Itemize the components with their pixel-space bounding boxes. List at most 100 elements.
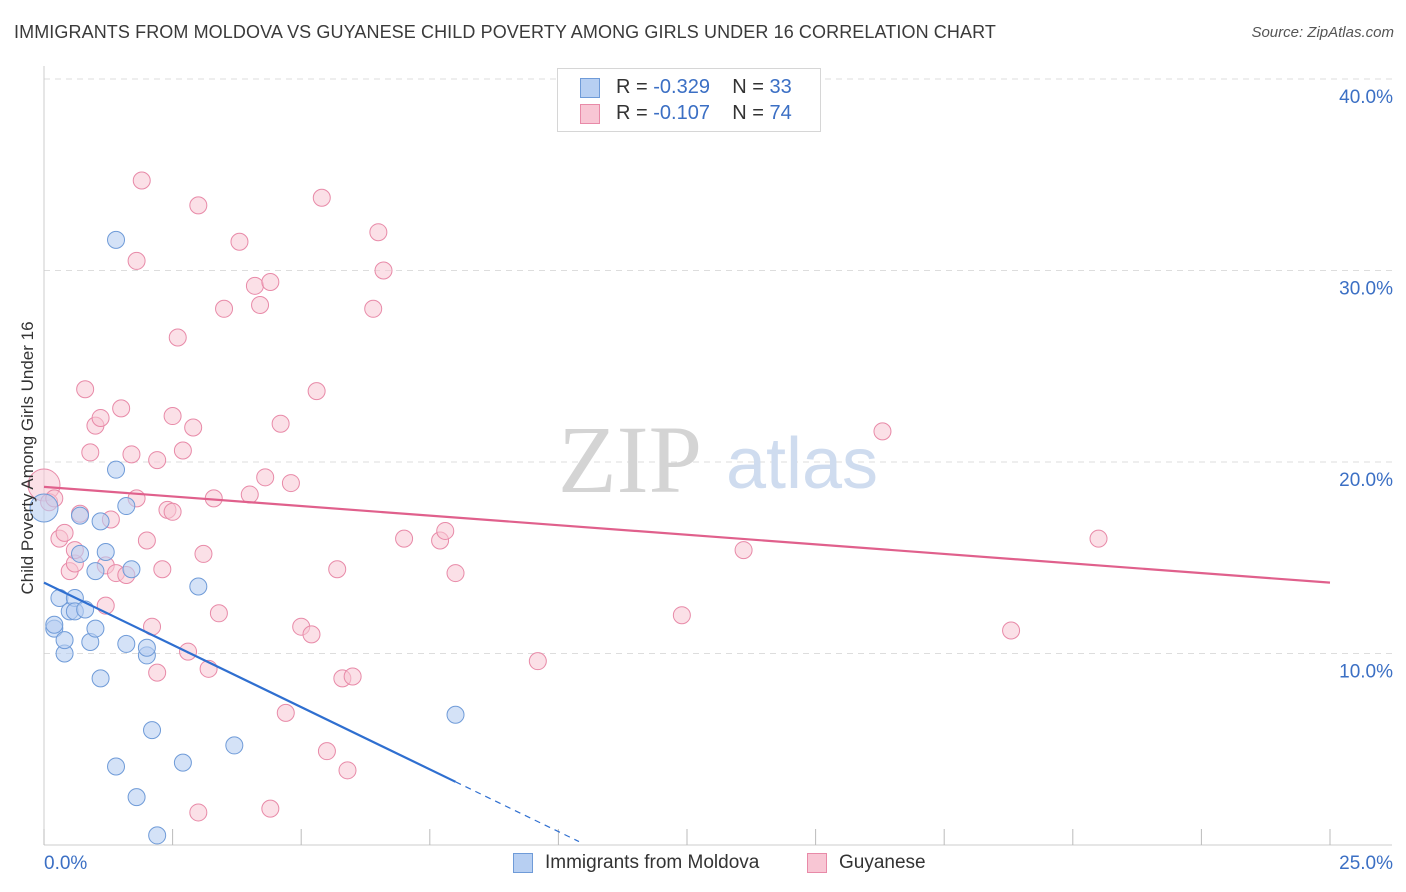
guyanese-legend-swatch — [807, 853, 827, 873]
moldova-point — [122, 560, 141, 579]
guyanese-point — [168, 328, 187, 347]
y-tick-label: 10.0% — [1339, 662, 1393, 683]
guyanese-point — [173, 441, 192, 460]
guyanese-point — [256, 468, 275, 487]
guyanese-swatch — [580, 104, 600, 124]
n-value: 74 — [769, 102, 792, 124]
moldova-point — [446, 705, 465, 724]
guyanese-point — [317, 742, 336, 761]
axes — [43, 66, 1392, 846]
guyanese-point — [271, 414, 290, 433]
guyanese-point — [112, 399, 131, 418]
moldova-point — [137, 638, 156, 657]
moldova-point — [127, 788, 146, 807]
guyanese-trend-line — [43, 485, 1331, 584]
y-tick-label: 40.0% — [1339, 87, 1393, 108]
guyanese-point — [312, 188, 331, 207]
guyanese-point — [153, 560, 172, 579]
moldova-point — [71, 506, 90, 525]
guyanese-point — [132, 171, 151, 190]
guyanese-point — [261, 799, 280, 818]
guyanese-point — [261, 272, 280, 291]
moldova-point — [143, 721, 162, 740]
n-label: N = — [732, 76, 764, 98]
guyanese-point — [215, 299, 234, 318]
guyanese-point — [395, 529, 414, 548]
moldova-trend-line — [43, 581, 456, 783]
guyanese-point — [302, 625, 321, 644]
chart-source: Source: ZipAtlas.com — [1251, 24, 1394, 41]
guyanese-point — [189, 803, 208, 822]
moldova-point — [107, 460, 126, 479]
watermark: ZIP atlas — [558, 406, 878, 513]
moldova-point — [189, 577, 208, 596]
guyanese-point — [672, 606, 691, 625]
stats-legend: R = -0.329 N = 33 R = -0.107 N = 74 — [557, 68, 821, 132]
guyanese-point — [194, 544, 213, 563]
guyanese-point — [369, 223, 388, 242]
guyanese-point — [307, 382, 326, 401]
guyanese-point — [148, 451, 167, 470]
guyanese-point — [163, 407, 182, 426]
guyanese-point — [374, 261, 393, 280]
guyanese-point — [189, 196, 208, 215]
guyanese-point — [338, 761, 357, 780]
x-tick-label: 0.0% — [44, 853, 87, 874]
series-guyanese-points — [27, 171, 1108, 822]
guyanese-point — [1089, 529, 1108, 548]
moldova-legend-swatch — [513, 853, 533, 873]
guyanese-point — [209, 604, 228, 623]
moldova-point — [117, 634, 136, 653]
r-label: R = — [616, 102, 648, 124]
x-tick-label: 25.0% — [1339, 853, 1393, 874]
moldova-point — [117, 497, 136, 516]
guyanese-point — [281, 474, 300, 493]
guyanese-point — [276, 703, 295, 722]
guyanese-point — [55, 523, 74, 542]
r-value: -0.107 — [653, 102, 710, 124]
moldova-point — [55, 631, 74, 650]
moldova-point — [96, 543, 115, 562]
moldova-point — [45, 615, 64, 634]
moldova-point — [86, 619, 105, 638]
chart-title: IMMIGRANTS FROM MOLDOVA VS GUYANESE CHIL… — [14, 22, 996, 42]
n-value: 33 — [769, 76, 792, 98]
guyanese-point — [122, 445, 141, 464]
guyanese-point — [436, 521, 455, 540]
r-label: R = — [616, 76, 648, 98]
n-label: N = — [732, 102, 764, 124]
guyanese-point — [245, 276, 264, 295]
moldova-point — [86, 562, 105, 581]
watermark-zip: ZIP — [558, 406, 702, 513]
trend-lines — [43, 485, 1331, 843]
guyanese-point — [127, 251, 146, 270]
grid-lines — [44, 78, 1392, 654]
moldova-point — [173, 753, 192, 772]
guyanese-point — [230, 232, 249, 251]
guyanese-point — [528, 652, 547, 671]
moldova-point — [107, 230, 126, 249]
guyanese-point — [184, 418, 203, 437]
r-value: -0.329 — [653, 76, 710, 98]
guyanese-point — [91, 408, 110, 427]
moldova-point — [148, 826, 167, 845]
guyanese-point — [76, 380, 95, 399]
y-axis-label: Child Poverty Among Girls Under 16 — [18, 321, 37, 595]
guyanese-point — [251, 295, 270, 314]
moldova-point — [29, 493, 59, 523]
guyanese-point — [163, 502, 182, 521]
tick-labels: 10.0% 20.0% 30.0% 40.0% 0.0% 25.0% — [44, 87, 1393, 874]
moldova-point — [225, 736, 244, 755]
legend-label-moldova: Immigrants from Moldova — [545, 852, 760, 873]
y-tick-label: 20.0% — [1339, 470, 1393, 491]
moldova-swatch — [580, 78, 600, 98]
guyanese-point — [446, 564, 465, 583]
guyanese-point — [328, 560, 347, 579]
guyanese-point — [734, 541, 753, 560]
moldova-trend-extension — [455, 781, 580, 843]
guyanese-point — [148, 663, 167, 682]
guyanese-point — [137, 531, 156, 550]
guyanese-point — [1002, 621, 1021, 640]
guyanese-point — [873, 422, 892, 441]
